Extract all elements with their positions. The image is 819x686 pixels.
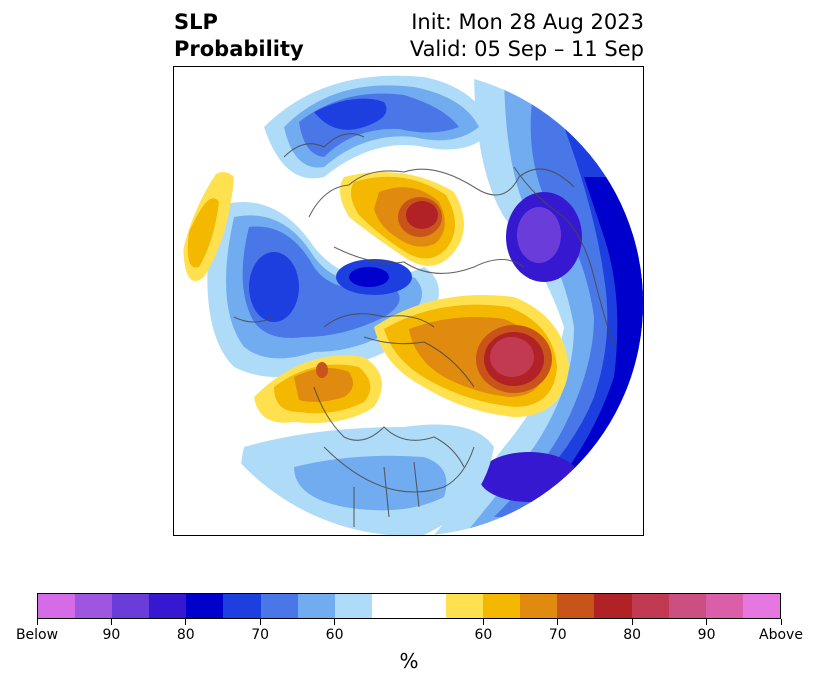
colorbar-segment xyxy=(557,594,595,618)
colorbar-tick xyxy=(36,619,38,625)
colorbar-tick xyxy=(631,619,633,625)
colorbar-segment xyxy=(742,594,780,618)
probability-field xyxy=(177,70,643,535)
colorbar-tick-label: 70 xyxy=(548,627,567,643)
colorbar-segment xyxy=(260,594,298,618)
colorbar-tick-label: 60 xyxy=(325,627,344,643)
colorbar-tick xyxy=(334,619,336,625)
polar-probability-map xyxy=(173,66,644,536)
colorbar-segment xyxy=(705,594,743,618)
colorbar-tick-label: 90 xyxy=(102,627,121,643)
colorbar-neutral-segment xyxy=(371,594,447,618)
colorbar-segment xyxy=(334,594,372,618)
colorbar-tick xyxy=(185,619,187,625)
colorbar-segment xyxy=(112,594,150,618)
colorbar-tick-label: 90 xyxy=(697,627,716,643)
colorbar-tick-label: 80 xyxy=(623,627,642,643)
map-canvas xyxy=(177,70,643,535)
colorbar-tick xyxy=(706,619,708,625)
colorbar-tick-label: 80 xyxy=(176,627,195,643)
colorbar-tick-label: 70 xyxy=(251,627,270,643)
colorbar-tick-label: Above xyxy=(759,627,803,643)
colorbar-segment xyxy=(483,594,521,618)
colorbar-segment xyxy=(520,594,558,618)
forecast-dates: Init: Mon 28 Aug 2023 Valid: 05 Sep – 11… xyxy=(410,9,644,63)
init-date: Init: Mon 28 Aug 2023 xyxy=(411,10,644,34)
colorbar-segment xyxy=(631,594,669,618)
colorbar-segment xyxy=(149,594,187,618)
coastlines xyxy=(233,133,615,527)
colorbar-segment xyxy=(446,594,484,618)
colorbar-tick xyxy=(110,619,112,625)
probability-colorbar xyxy=(37,593,781,619)
colorbar-tick xyxy=(557,619,559,625)
colorbar-tick xyxy=(259,619,261,625)
colorbar-segment xyxy=(594,594,632,618)
colorbar-tick xyxy=(780,619,782,625)
colorbar-segment xyxy=(297,594,335,618)
colorbar-unit: % xyxy=(399,649,419,673)
colorbar-tick xyxy=(482,619,484,625)
map-title: SLP Probability xyxy=(174,9,304,63)
title-line-variable: SLP xyxy=(174,10,218,34)
colorbar-segment xyxy=(38,594,76,618)
colorbar-segment xyxy=(668,594,706,618)
title-line-metric: Probability xyxy=(174,37,304,61)
colorbar-segment xyxy=(186,594,224,618)
colorbar-segment xyxy=(223,594,261,618)
colorbar-segment xyxy=(75,594,113,618)
valid-range: Valid: 05 Sep – 11 Sep xyxy=(409,37,644,61)
colorbar-tick-label: 60 xyxy=(474,627,493,643)
colorbar-tick-label: Below xyxy=(15,627,59,643)
